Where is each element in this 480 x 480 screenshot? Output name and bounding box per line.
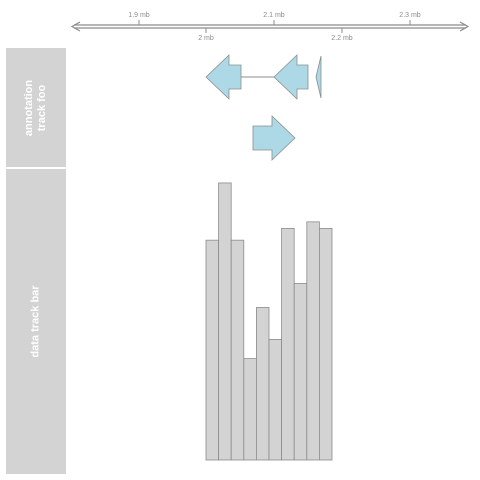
feature-arrow-left-3[interactable] [316, 56, 321, 98]
feature-arrow-right-1[interactable] [253, 116, 295, 160]
axis-arrow-left-icon [72, 22, 80, 31]
feature-arrow-left-2[interactable] [274, 55, 308, 99]
annotation-track-features [206, 55, 321, 160]
tick-label-top: 2.1 mb [263, 12, 285, 19]
data-track-title: data track bar [30, 285, 43, 357]
annotation-track-title-line1: annotation [23, 79, 36, 135]
annotation-track-title-line2: track foo [36, 79, 49, 135]
tick-label-top: 2.3 mb [399, 12, 421, 19]
data-track-bars [206, 183, 332, 460]
axis-arrow-right-icon [460, 22, 468, 31]
data-track-title-panel: data track bar [6, 169, 66, 474]
annotation-track-title-panel: annotation track foo [6, 48, 66, 167]
data-bar[interactable] [244, 359, 257, 460]
data-bar[interactable] [282, 228, 295, 460]
feature-arrow-left-1[interactable] [206, 55, 241, 99]
data-bar[interactable] [294, 283, 307, 460]
tick-label-bottom: 2 mb [198, 35, 214, 42]
tick-label-bottom: 2.2 mb [331, 35, 353, 42]
data-bar[interactable] [231, 240, 244, 460]
data-bar[interactable] [269, 339, 282, 460]
data-bar[interactable] [307, 222, 320, 460]
data-bar[interactable] [219, 183, 232, 460]
annotation-track-title: annotation track foo [23, 79, 49, 135]
tick-label-top: 1.9 mb [128, 12, 150, 19]
data-bar[interactable] [319, 228, 332, 460]
data-bar[interactable] [206, 240, 219, 460]
data-bar[interactable] [256, 307, 269, 460]
